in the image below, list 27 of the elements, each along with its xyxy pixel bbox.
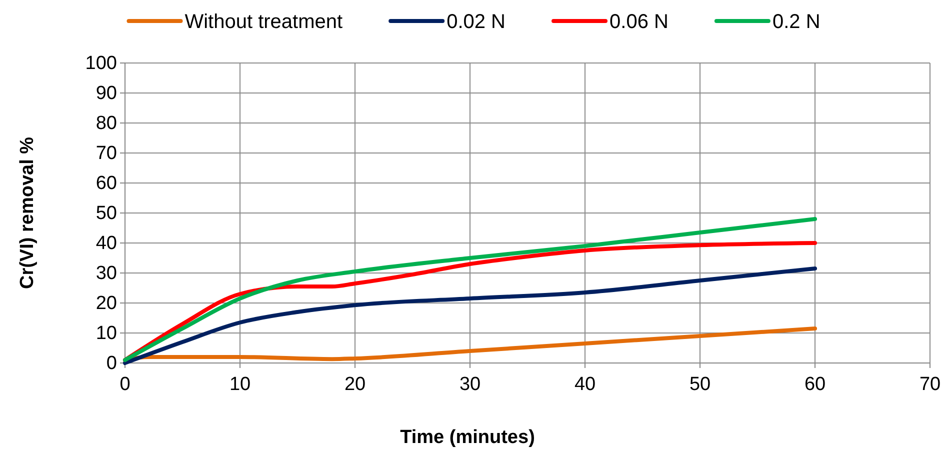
y-tick-label: 50	[96, 203, 117, 224]
y-tick-label: 10	[96, 323, 117, 344]
legend-label: 0.02 N	[446, 11, 506, 33]
x-tick-label: 20	[344, 374, 366, 395]
y-tick-label: 90	[96, 83, 117, 104]
y-tick-label: 100	[85, 53, 117, 74]
legend-label: 0.2 N	[772, 11, 820, 33]
y-tick-label: 20	[96, 293, 117, 314]
line-series	[123, 266, 817, 365]
x-axis-title: Time (minutes)	[400, 427, 535, 448]
x-tick-label: 10	[229, 374, 251, 395]
line-series	[123, 217, 817, 362]
y-tick-label: 60	[96, 173, 117, 194]
y-tick-label: 0	[106, 353, 117, 374]
y-tick-label: 30	[96, 263, 117, 284]
legend-label: Without treatment	[184, 11, 344, 33]
x-tick-label: 70	[919, 374, 941, 395]
x-tick-label: 30	[459, 374, 481, 395]
y-tick-label: 80	[96, 113, 117, 134]
x-tick-label: 50	[689, 374, 711, 395]
x-tick-label: 60	[804, 374, 826, 395]
x-tick-label: 0	[120, 374, 130, 395]
x-tick-label: 40	[574, 374, 596, 395]
legend-label: 0.06 N	[610, 11, 668, 33]
y-tick-label: 40	[96, 233, 117, 254]
y-axis-title: Cr(VI) removal %	[17, 136, 38, 290]
y-tick-label: 70	[96, 143, 117, 164]
